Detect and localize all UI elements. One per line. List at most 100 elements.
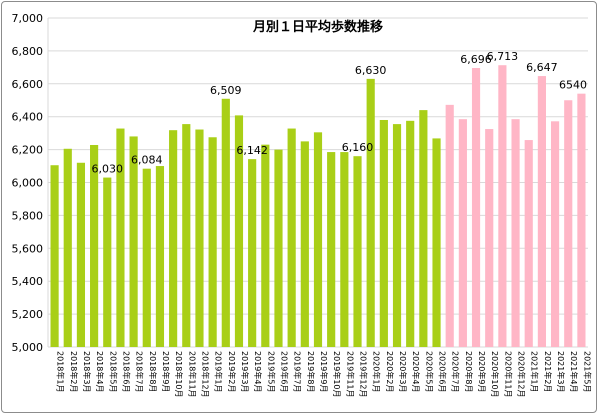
bar [498,65,507,348]
x-tick-label: 2019年11月 [345,351,355,398]
bar [524,140,533,347]
bar [577,93,586,347]
y-tick-label: 6,600 [12,78,44,91]
x-tick-label: 2020年8月 [464,351,474,392]
x-tick-label: 2021年1月 [530,351,540,392]
y-axis-ticks: 5,000 5,200 5,400 5,600 5,800 6,000 6,200 6,400… [12,12,44,354]
bar [379,119,388,348]
bar [564,100,573,347]
bar [155,166,165,347]
bars-group [50,65,586,348]
y-tick-label: 6,000 [12,177,44,190]
bar [471,68,481,348]
bar [76,162,86,347]
x-tick-label: 2019年9月 [319,351,329,392]
y-tick-label: 5,800 [12,209,44,222]
x-tick-label: 2019年4月 [253,351,263,392]
x-tick-label: 2021年3月 [556,351,566,392]
data-labels: 6,030 6,084 6,509 6,142 6,160 6,630 6,6966,713… [92,50,587,175]
data-label: 6,142 [236,144,268,157]
x-tick-label: 2018年2月 [69,351,79,392]
bar [182,124,191,347]
data-label: 6,696 [460,53,492,66]
data-label: 6540 [559,79,587,92]
bar [63,148,72,347]
x-tick-label: 2018年10月 [174,351,184,398]
y-tick-label: 6,400 [12,111,44,124]
bar [300,141,309,347]
bar [129,136,138,347]
x-tick-label: 2019年10月 [332,351,342,398]
x-tick-label: 2018年1月 [56,351,66,392]
x-tick-label: 2020年6月 [438,351,448,392]
y-tick-label: 5,600 [12,242,44,255]
chart-title: 月別１日平均歩数推移 [252,19,383,35]
x-tick-label: 2018年5月 [108,351,118,392]
x-tick-label: 2019年7月 [293,351,303,392]
x-tick-label: 2018年8月 [148,351,158,392]
x-tick-label: 2019年2月 [227,351,237,392]
x-tick-label: 2019年6月 [279,351,289,392]
x-tick-label: 2021年5月 [582,351,592,392]
x-tick-label: 2020年3月 [398,351,408,392]
bar [234,115,244,347]
x-tick-label: 2020年11月 [503,351,513,398]
bar [169,130,178,347]
bar [432,138,441,347]
bar [208,137,217,347]
bar [287,128,296,347]
bar [511,119,520,347]
x-tick-label: 2019年12月 [359,351,369,398]
y-tick-label: 6,200 [12,144,44,157]
x-tick-label: 2020年4月 [411,351,421,392]
x-tick-label: 2020年9月 [477,351,487,392]
bar [392,124,402,347]
x-tick-label: 2019年8月 [306,351,316,392]
data-label: 6,713 [487,50,519,63]
x-tick-label: 2018年6月 [121,351,131,392]
y-tick-label: 5,400 [12,275,44,288]
bar [50,165,59,347]
bar [274,149,283,347]
bar [537,76,546,348]
bar [116,128,125,347]
bar [406,120,415,347]
x-tick-label: 2019年1月 [214,351,224,392]
x-tick-label: 2018年9月 [161,351,171,392]
bar [90,144,99,347]
x-tick-label: 2018年4月 [95,351,105,392]
bar [142,168,151,347]
x-tick-label: 2018年12月 [200,351,210,398]
bar [103,177,112,347]
gridlines [47,17,588,348]
x-tick-label: 2020年12月 [517,351,527,398]
x-tick-label: 2020年7月 [451,351,461,392]
data-label: 6,630 [355,64,387,77]
data-label: 6,509 [210,84,242,97]
data-label: 6,030 [92,163,124,176]
x-tick-label: 2018年11月 [187,351,197,398]
bar [221,98,230,347]
x-tick-label: 2019年5月 [266,351,276,392]
bar [419,110,428,348]
x-tick-label: 2018年3月 [82,351,92,392]
x-tick-label: 2020年10月 [490,351,500,398]
y-tick-label: 5,000 [12,341,44,354]
bar [327,152,336,347]
y-tick-label: 7,000 [12,12,44,25]
bar [353,156,362,347]
y-tick-label: 6,800 [12,45,44,58]
bar [261,144,270,347]
bar [366,78,375,348]
x-tick-label: 2019年3月 [240,351,250,392]
bar [195,129,204,347]
bar [458,119,467,347]
x-tick-label: 2021年2月 [543,351,553,392]
data-label: 6,647 [526,61,558,74]
bar [550,121,560,347]
bar [340,152,349,347]
x-tick-label: 2018年7月 [135,351,145,392]
x-tick-label: 2020年1月 [372,351,382,392]
